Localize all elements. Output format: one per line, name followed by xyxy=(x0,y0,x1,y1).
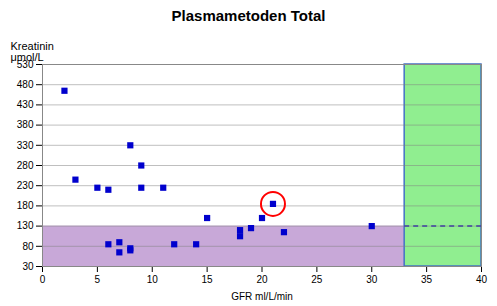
svg-text:180: 180 xyxy=(17,200,34,211)
svg-text:480: 480 xyxy=(17,79,34,90)
svg-text:15: 15 xyxy=(202,274,214,285)
svg-text:30: 30 xyxy=(366,274,378,285)
svg-text:80: 80 xyxy=(22,241,34,252)
svg-text:25: 25 xyxy=(311,274,323,285)
svg-text:280: 280 xyxy=(17,160,34,171)
svg-text:Kreatininμmol/L: Kreatininμmol/L xyxy=(11,40,54,63)
svg-text:35: 35 xyxy=(421,274,433,285)
svg-text:5: 5 xyxy=(95,274,101,285)
svg-text:130: 130 xyxy=(17,220,34,231)
svg-text:10: 10 xyxy=(147,274,159,285)
svg-text:30: 30 xyxy=(22,261,34,272)
html-text:Plasmametoden Total: Plasmametoden Total xyxy=(171,7,326,24)
svg-text:430: 430 xyxy=(17,99,34,110)
svg-text:330: 330 xyxy=(17,140,34,151)
svg-text:GFR ml/L/min: GFR ml/L/min xyxy=(231,291,293,302)
svg-text:0: 0 xyxy=(40,274,46,285)
svg-text:530: 530 xyxy=(16,58,34,70)
svg-text:380: 380 xyxy=(17,119,34,130)
svg-text:20: 20 xyxy=(256,274,268,285)
svg-text:40: 40 xyxy=(476,274,488,285)
svg-text:230: 230 xyxy=(17,180,34,191)
